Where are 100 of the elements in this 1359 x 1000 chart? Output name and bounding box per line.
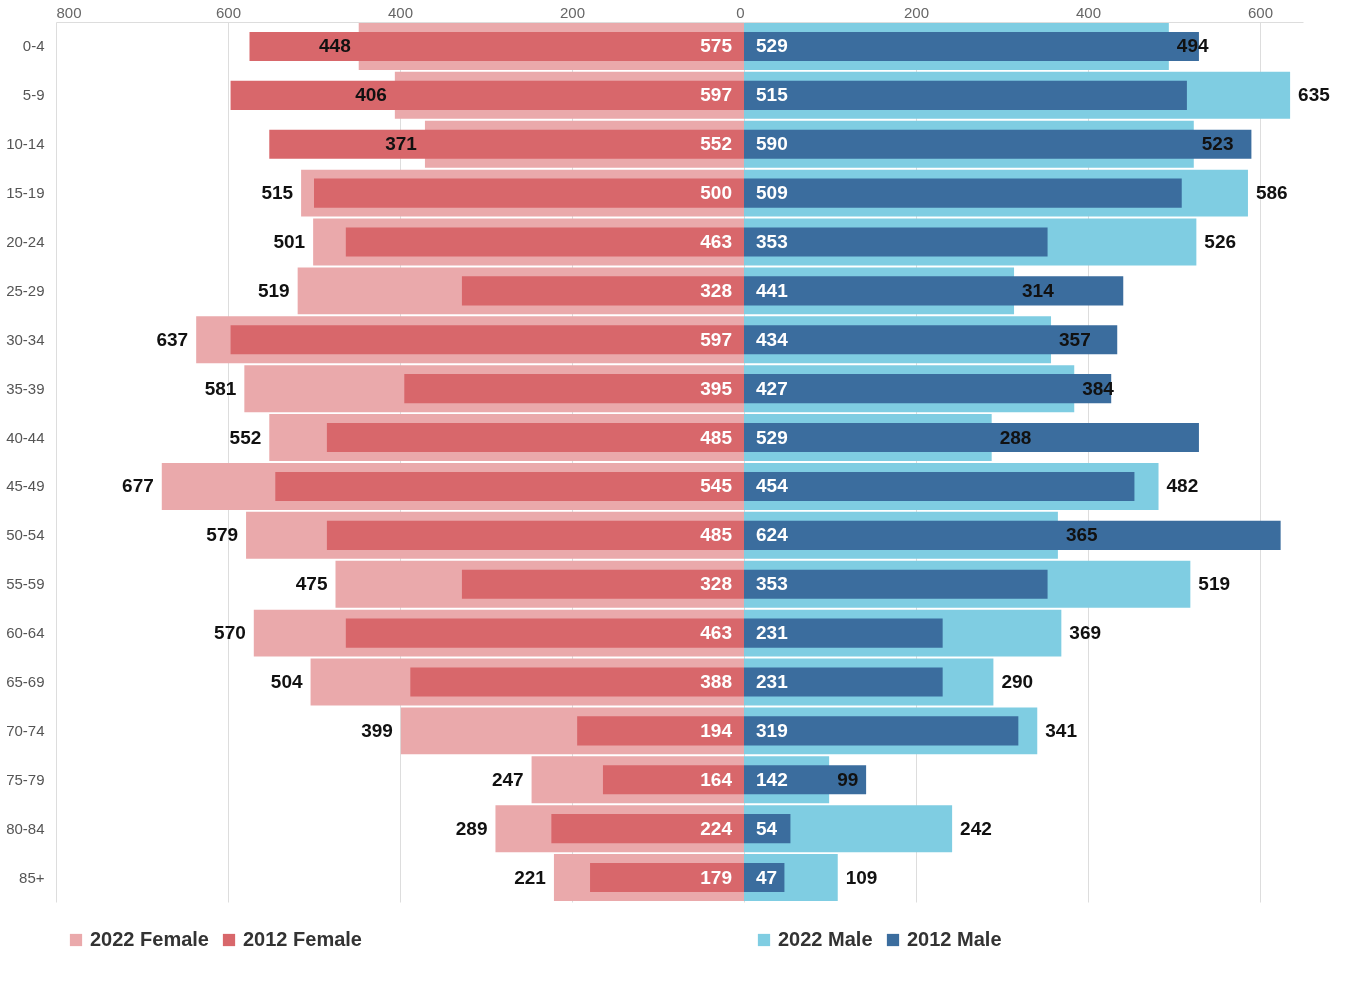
data-label: 463 — [700, 622, 732, 644]
x-tick-label: 800 — [56, 3, 82, 21]
data-label: 581 — [204, 377, 237, 399]
data-label: 406 — [355, 84, 387, 106]
data-label: 501 — [273, 231, 306, 252]
data-label: 231 — [756, 622, 789, 644]
data-label: 369 — [1069, 622, 1102, 644]
data-label: 194 — [700, 719, 733, 741]
legend-label: 2012 Male — [907, 928, 1002, 950]
data-label: 288 — [999, 426, 1032, 448]
legend-label: 2022 Female — [90, 928, 209, 950]
data-label: 545 — [700, 475, 733, 497]
y-tick-label: 20-24 — [6, 233, 45, 250]
data-label: 637 — [156, 328, 189, 350]
data-label: 371 — [385, 133, 418, 155]
data-label: 179 — [700, 866, 732, 888]
y-tick-label: 50-54 — [6, 526, 45, 544]
y-tick-label: 60-64 — [6, 624, 45, 642]
data-label: 314 — [1022, 279, 1055, 301]
y-tick-label: 75-79 — [6, 770, 45, 788]
y-tick-label: 55-59 — [6, 575, 45, 593]
y-tick-label: 10-14 — [6, 135, 45, 153]
x-tick-label: 400 — [1075, 3, 1102, 21]
data-label: 523 — [1201, 133, 1234, 155]
data-label: 529 — [756, 35, 788, 57]
data-label: 99 — [837, 768, 859, 790]
y-tick-label: 15-19 — [6, 184, 45, 202]
data-label: 500 — [700, 182, 732, 204]
data-label: 221 — [514, 866, 547, 888]
x-tick-label: 400 — [387, 3, 414, 21]
legend-label: 2022 Male — [778, 928, 873, 950]
data-label: 526 — [1204, 231, 1237, 252]
data-label: 529 — [756, 426, 788, 448]
data-label: 597 — [700, 328, 732, 350]
y-tick-label: 30-34 — [6, 330, 45, 348]
data-label: 353 — [756, 231, 788, 252]
data-label: 463 — [700, 231, 732, 252]
data-label: 357 — [1059, 328, 1091, 350]
data-label: 485 — [700, 426, 733, 448]
data-label: 109 — [845, 866, 878, 888]
data-label: 54 — [756, 817, 778, 839]
data-label: 504 — [270, 671, 303, 692]
data-label: 441 — [756, 279, 789, 301]
data-label: 454 — [756, 475, 789, 497]
data-label: 519 — [257, 279, 290, 301]
data-label: 164 — [700, 768, 733, 790]
data-label: 388 — [700, 671, 732, 692]
data-label: 231 — [756, 671, 789, 692]
data-label: 242 — [960, 817, 992, 839]
data-label: 434 — [756, 328, 789, 350]
x-tick-label: 200 — [559, 3, 586, 21]
data-label: 395 — [700, 377, 733, 399]
y-tick-label: 65-69 — [6, 673, 45, 690]
data-label: 328 — [700, 573, 732, 595]
data-label: 590 — [756, 133, 788, 155]
data-label: 142 — [756, 768, 788, 790]
data-label: 677 — [122, 475, 154, 497]
data-label: 624 — [756, 524, 789, 546]
data-label: 515 — [261, 182, 294, 204]
data-label: 365 — [1065, 524, 1099, 546]
data-label: 586 — [1255, 182, 1288, 204]
data-label: 485 — [700, 524, 733, 546]
data-label: 47 — [756, 866, 778, 888]
y-tick-label: 70-74 — [6, 721, 45, 739]
data-label: 597 — [700, 84, 732, 106]
data-label: 519 — [1198, 573, 1231, 595]
data-label: 482 — [1166, 475, 1199, 497]
data-label: 635 — [1298, 84, 1331, 106]
data-label: 247 — [491, 768, 524, 790]
data-label: 509 — [756, 182, 788, 204]
x-tick-label: 600 — [1247, 3, 1274, 21]
data-label: 552 — [229, 426, 262, 448]
data-label: 575 — [700, 35, 733, 57]
data-label: 319 — [756, 719, 788, 741]
data-label: 475 — [295, 573, 328, 595]
y-tick-label: 25-29 — [6, 281, 45, 299]
y-tick-label: 5-9 — [22, 86, 45, 104]
data-label: 290 — [1001, 671, 1034, 692]
data-label: 515 — [756, 84, 789, 106]
data-label: 427 — [756, 377, 788, 399]
data-label: 579 — [206, 524, 239, 546]
data-label: 399 — [361, 719, 393, 741]
legend-label: 2012 Female — [243, 928, 362, 950]
data-label: 224 — [700, 817, 733, 839]
data-label: 353 — [756, 573, 788, 595]
x-tick-label: 600 — [215, 3, 242, 21]
data-label: 570 — [214, 622, 246, 644]
y-tick-label: 35-39 — [6, 379, 45, 397]
y-tick-label: 80-84 — [6, 819, 45, 837]
y-tick-label: 40-44 — [6, 428, 45, 446]
data-label: 328 — [700, 279, 732, 301]
y-tick-label: 45-49 — [6, 477, 45, 495]
data-label: 289 — [455, 817, 488, 839]
data-label: 448 — [319, 35, 351, 57]
y-tick-label: 85+ — [19, 868, 45, 886]
y-tick-label: 0-4 — [22, 37, 45, 55]
x-tick-label: 200 — [903, 3, 930, 21]
x-tick-label: 0 — [736, 3, 745, 21]
data-label: 552 — [700, 133, 732, 155]
data-label: 341 — [1045, 719, 1078, 741]
